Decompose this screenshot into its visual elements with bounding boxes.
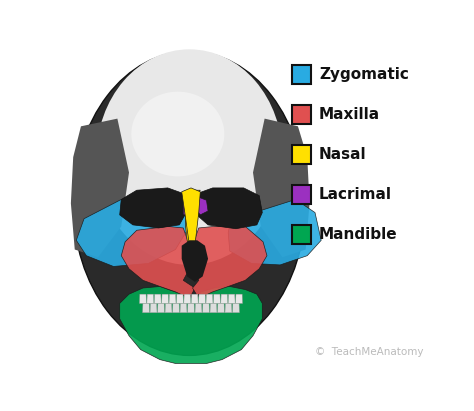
Polygon shape — [173, 303, 180, 313]
Polygon shape — [71, 119, 129, 257]
Polygon shape — [176, 294, 183, 303]
Text: Mandible: Mandible — [319, 227, 398, 242]
Polygon shape — [120, 286, 262, 363]
Polygon shape — [182, 240, 208, 282]
Polygon shape — [150, 303, 157, 313]
Polygon shape — [218, 303, 225, 313]
Polygon shape — [154, 294, 161, 303]
Polygon shape — [165, 303, 172, 313]
Text: Zygomatic: Zygomatic — [319, 67, 409, 82]
Polygon shape — [202, 303, 210, 313]
Polygon shape — [213, 294, 220, 303]
Polygon shape — [183, 197, 194, 215]
Polygon shape — [147, 294, 154, 303]
Polygon shape — [139, 294, 146, 303]
Polygon shape — [236, 294, 243, 303]
Ellipse shape — [131, 92, 224, 176]
Text: Maxilla: Maxilla — [319, 107, 380, 122]
Polygon shape — [228, 294, 235, 303]
Polygon shape — [185, 190, 201, 248]
Polygon shape — [206, 294, 213, 303]
FancyBboxPatch shape — [292, 65, 311, 84]
Polygon shape — [143, 303, 149, 313]
Polygon shape — [169, 294, 176, 303]
Polygon shape — [76, 199, 187, 266]
Polygon shape — [195, 303, 202, 313]
FancyBboxPatch shape — [292, 225, 311, 244]
Polygon shape — [221, 294, 228, 303]
FancyBboxPatch shape — [292, 105, 311, 124]
Ellipse shape — [96, 49, 283, 265]
Polygon shape — [192, 226, 267, 297]
Ellipse shape — [73, 51, 306, 356]
Polygon shape — [184, 294, 191, 303]
FancyBboxPatch shape — [292, 185, 311, 204]
Text: ©  TeachMeAnatomy: © TeachMeAnatomy — [315, 347, 423, 357]
Polygon shape — [120, 188, 187, 228]
Polygon shape — [232, 303, 239, 313]
Polygon shape — [121, 226, 195, 297]
Polygon shape — [194, 188, 262, 229]
Polygon shape — [228, 199, 321, 265]
Polygon shape — [253, 119, 310, 257]
Polygon shape — [162, 294, 169, 303]
Polygon shape — [196, 197, 208, 215]
Polygon shape — [210, 303, 217, 313]
Polygon shape — [191, 294, 198, 303]
Text: Lacrimal: Lacrimal — [319, 187, 392, 202]
Polygon shape — [225, 303, 232, 313]
FancyBboxPatch shape — [292, 145, 311, 164]
Polygon shape — [188, 303, 194, 313]
Polygon shape — [182, 188, 201, 246]
Text: Nasal: Nasal — [319, 147, 366, 162]
Polygon shape — [157, 303, 164, 313]
Polygon shape — [180, 303, 187, 313]
Polygon shape — [199, 294, 206, 303]
